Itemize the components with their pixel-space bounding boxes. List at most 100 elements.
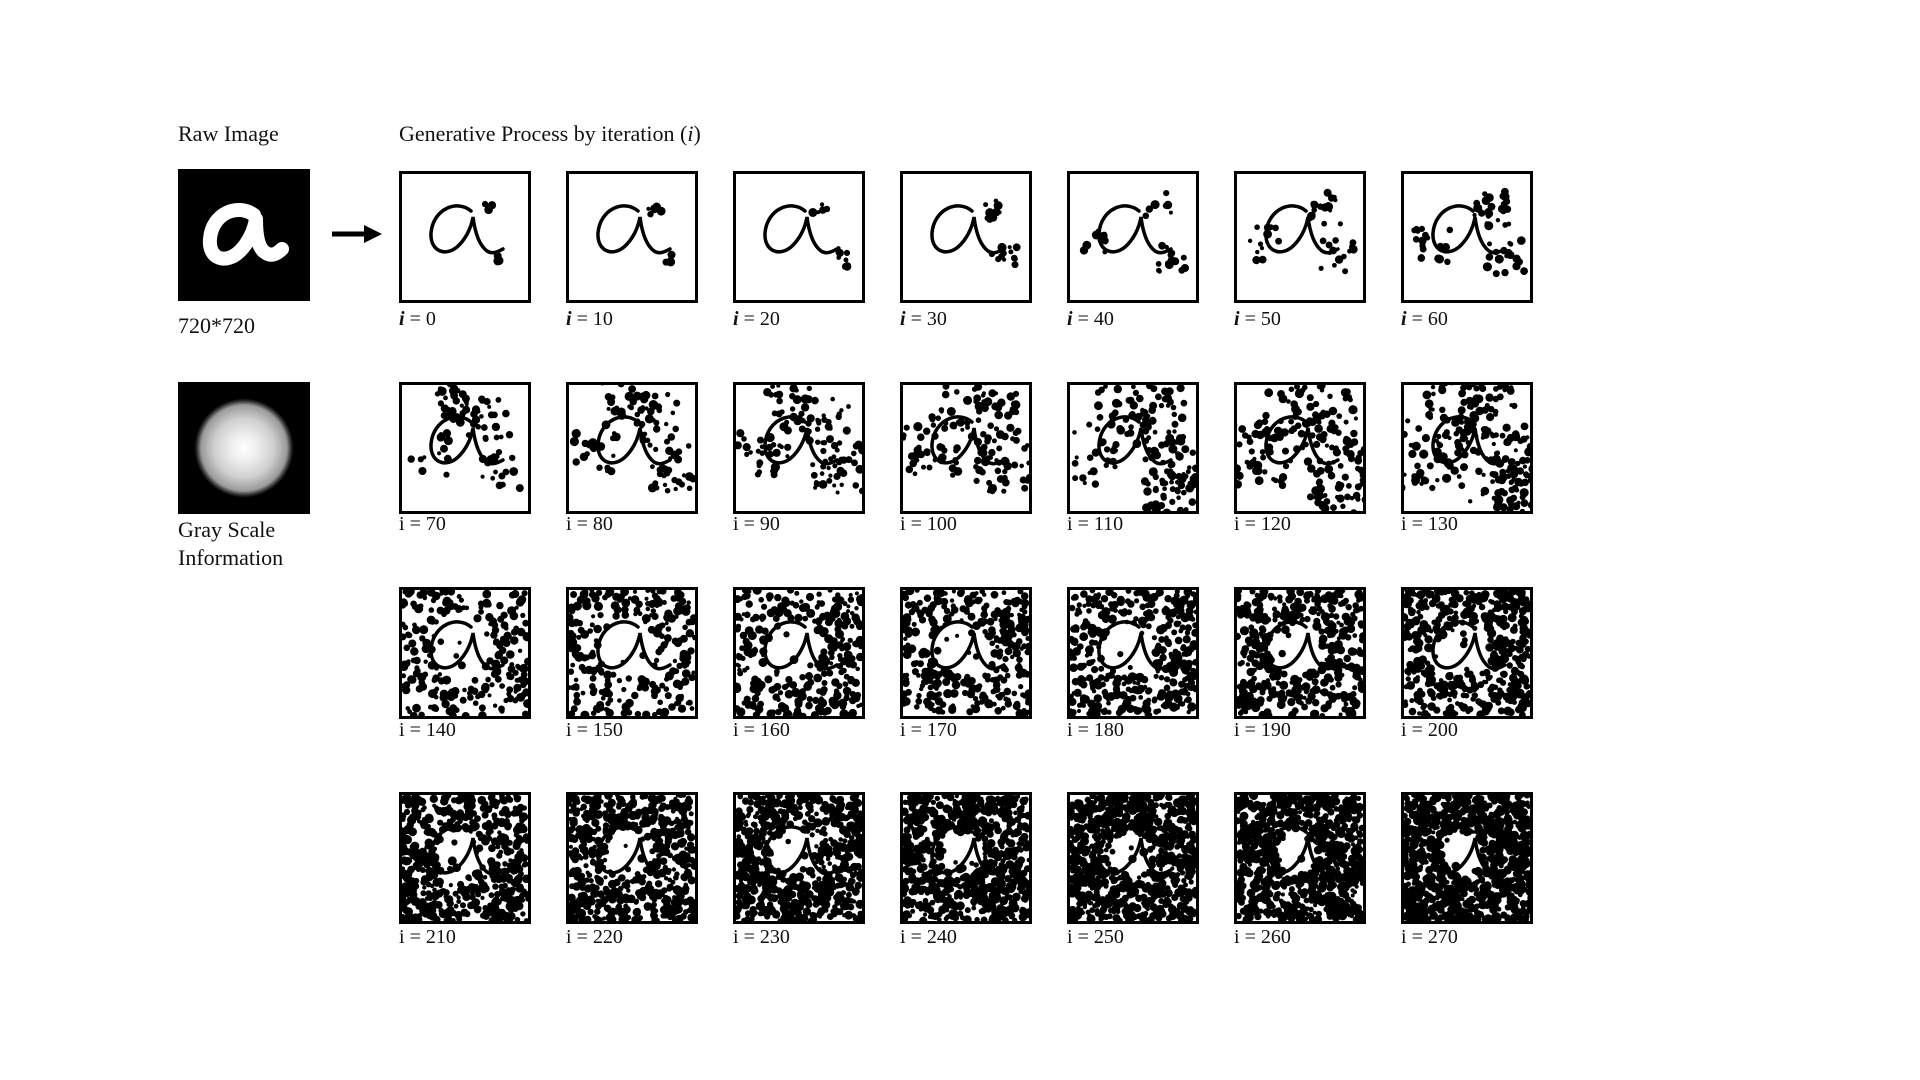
iteration-growth-graphic [900,382,1032,514]
iteration-label: i = 100 [900,513,957,536]
iteration-label: i = 110 [1067,513,1123,536]
iteration-value: = 60 [1406,308,1448,330]
iteration-var: i [399,719,405,741]
iteration-frame [1067,587,1199,719]
iteration-frame [1234,587,1366,719]
gray-scale-label: Gray Scale Information [178,517,284,570]
iteration-frame [566,382,698,514]
gray-scale-gradient [178,382,310,514]
iteration-var: i [1401,513,1407,535]
iteration-var: i [1067,926,1073,948]
iteration-frame [900,171,1032,303]
iteration-value: = 40 [1072,308,1114,330]
iteration-value: = 250 [1072,926,1124,948]
iteration-label: i = 0 [399,308,436,331]
iteration-var: i [566,926,572,948]
iteration-frame [1234,382,1366,514]
iteration-frame [1401,792,1533,924]
iteration-var: i [1067,719,1073,741]
iteration-value: = 100 [905,513,957,535]
iteration-label: i = 30 [900,308,947,331]
iteration-label: i = 90 [733,513,780,536]
iteration-value: = 80 [571,513,613,535]
iteration-frame [566,587,698,719]
iteration-var: i [900,513,906,535]
iteration-growth-graphic [1234,792,1366,924]
iteration-frame [900,587,1032,719]
iteration-value: = 210 [404,926,456,948]
iteration-var: i [733,719,739,741]
iteration-frame [733,587,865,719]
iteration-label: i = 60 [1401,308,1448,331]
iteration-label: i = 80 [566,513,613,536]
iteration-growth-graphic [566,382,698,514]
iteration-var: i [733,926,739,948]
iteration-var: i [733,513,739,535]
iteration-frame [1067,171,1199,303]
iteration-value: = 220 [571,926,623,948]
iteration-label: i = 120 [1234,513,1291,536]
iteration-var: i [1067,513,1073,535]
iteration-frame [733,382,865,514]
iteration-var: i [733,308,739,330]
iteration-var: i [399,513,405,535]
iteration-var: i [1234,308,1240,330]
iteration-label: i = 240 [900,926,957,949]
iteration-growth-graphic [1401,587,1533,719]
iteration-growth-graphic [733,587,865,719]
iteration-label: i = 170 [900,719,957,742]
iteration-label: i = 140 [399,719,456,742]
iteration-var: i [566,513,572,535]
iteration-growth-graphic [900,587,1032,719]
iteration-growth-graphic [1401,792,1533,924]
iteration-growth-graphic [900,792,1032,924]
iteration-growth-graphic [1401,382,1533,514]
iteration-label: i = 180 [1067,719,1124,742]
iteration-growth-graphic [566,587,698,719]
iteration-frame [733,792,865,924]
iteration-growth-graphic [399,587,531,719]
iteration-growth-graphic [399,171,531,303]
iteration-value: = 150 [571,719,623,741]
iteration-value: = 70 [404,513,446,535]
iteration-frame [399,382,531,514]
iteration-label: i = 160 [733,719,790,742]
iteration-growth-graphic [566,792,698,924]
iteration-growth-graphic [1234,171,1366,303]
raw-letter-a-graphic [202,203,289,266]
iteration-frame [1067,792,1199,924]
iteration-value: = 200 [1406,719,1458,741]
iteration-value: = 130 [1406,513,1458,535]
iteration-var: i [399,308,405,330]
iteration-growth-graphic [1234,587,1366,719]
iteration-frame [1401,171,1533,303]
iteration-label: i = 50 [1234,308,1281,331]
iteration-growth-graphic [1067,382,1199,514]
iteration-growth-graphic [1067,587,1199,719]
iteration-var: i [1234,719,1240,741]
iteration-value: = 190 [1239,719,1291,741]
iteration-frame [1401,382,1533,514]
iteration-growth-graphic [900,171,1032,303]
iteration-frame [1234,792,1366,924]
iteration-var: i [1401,926,1407,948]
iteration-frame [1067,382,1199,514]
generative-process-title: Generative Process by iteration (i) [399,120,701,148]
iteration-growth-graphic [399,382,531,514]
iteration-value: = 10 [571,308,613,330]
iteration-growth-graphic [733,382,865,514]
iteration-growth-graphic [733,792,865,924]
iteration-value: = 260 [1239,926,1291,948]
raw-image-letter-a [178,169,310,301]
iteration-frame [733,171,865,303]
gen-title-prefix: Generative Process by iteration ( [399,121,688,146]
iteration-var: i [900,308,906,330]
iteration-label: i = 230 [733,926,790,949]
iteration-var: i [1401,308,1407,330]
iteration-growth-graphic [1067,792,1199,924]
iteration-label: i = 130 [1401,513,1458,536]
iteration-label: i = 40 [1067,308,1114,331]
iteration-label: i = 200 [1401,719,1458,742]
iteration-var: i [900,926,906,948]
raw-image-size: 720*720 [178,313,255,338]
